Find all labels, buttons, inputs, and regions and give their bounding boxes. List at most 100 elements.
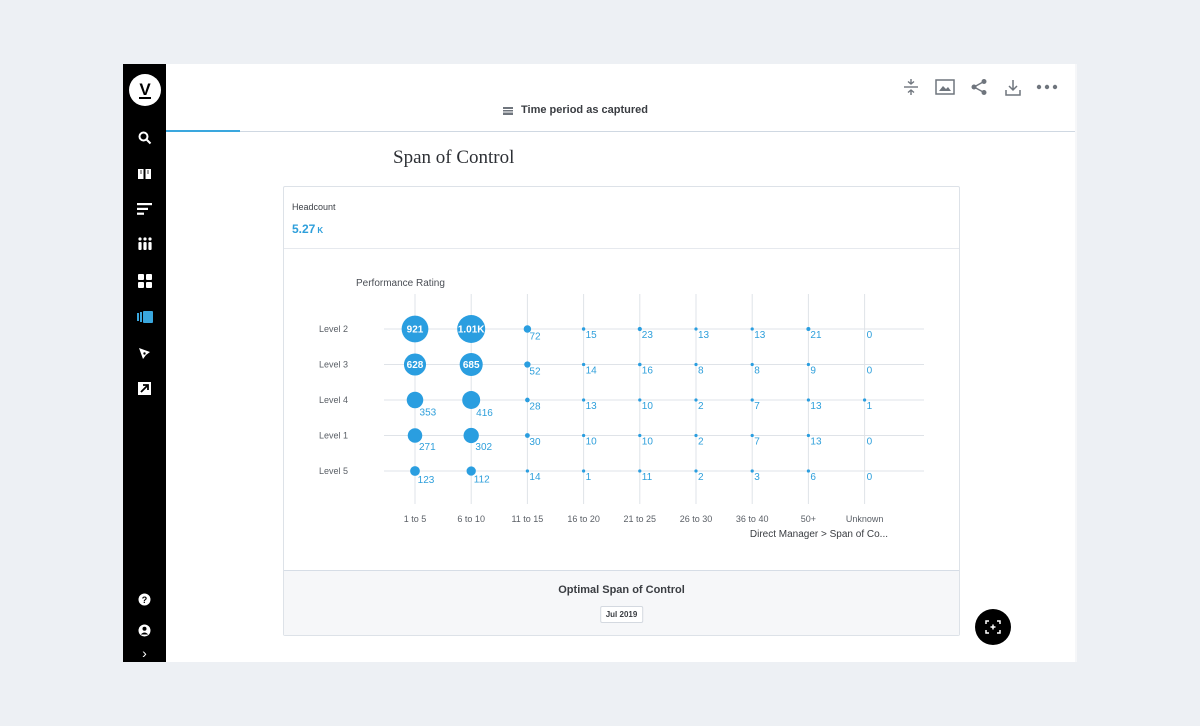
- data-label: 11: [642, 472, 653, 483]
- x-tick-label: 50+: [801, 514, 816, 524]
- data-label: 10: [642, 437, 654, 448]
- bubble: [750, 327, 754, 331]
- bubble: [410, 466, 420, 476]
- bubble: [694, 433, 698, 438]
- share-button[interactable]: [967, 76, 991, 98]
- data-label: 1.01K: [458, 325, 485, 336]
- search-icon: [138, 131, 151, 145]
- fullscreen-plus-icon: [985, 620, 1001, 634]
- bubble: [750, 362, 754, 367]
- focus-mode-button[interactable]: [975, 609, 1011, 645]
- sidebar-item-help[interactable]: ?: [123, 586, 166, 612]
- data-label: 8: [754, 366, 760, 377]
- bubble: [806, 433, 811, 438]
- download-icon: [1005, 79, 1021, 96]
- bubble: [806, 326, 811, 332]
- time-period[interactable]: Time period as captured: [503, 104, 648, 116]
- bubble: [524, 361, 531, 368]
- sidebar-item-search[interactable]: [123, 125, 166, 151]
- sidebar-item-library[interactable]: [123, 161, 166, 187]
- share-icon: [971, 79, 987, 95]
- data-label: 14: [586, 366, 598, 377]
- bubble: [750, 398, 754, 402]
- sidebar-expand-button[interactable]: ›: [142, 645, 147, 661]
- data-label: 685: [463, 360, 480, 371]
- more-button[interactable]: [1035, 76, 1059, 98]
- bubble: [407, 428, 423, 443]
- bubble: [524, 433, 530, 438]
- bubble: [750, 469, 754, 473]
- y-tick-label: Level 1: [319, 431, 348, 441]
- data-label: 7: [754, 401, 760, 412]
- logo[interactable]: V: [129, 74, 161, 106]
- data-label: 13: [754, 330, 766, 341]
- download-button[interactable]: [1001, 76, 1025, 98]
- help-icon: ?: [138, 593, 151, 605]
- bubble: [462, 391, 481, 409]
- data-label: 416: [476, 408, 493, 419]
- x-tick-label: 6 to 10: [457, 514, 485, 524]
- sidebar-item-storyboards[interactable]: [123, 196, 166, 222]
- sidebar-item-dashboards[interactable]: [123, 268, 166, 294]
- bubble: [525, 397, 530, 403]
- launch-icon: [138, 381, 151, 395]
- collapse-button[interactable]: [899, 76, 923, 98]
- x-tick-label: 1 to 5: [404, 514, 427, 524]
- footer-period-chip[interactable]: Jul 2019: [599, 606, 644, 623]
- sidebar-item-external[interactable]: [123, 375, 166, 401]
- bubble: [466, 466, 476, 476]
- chart-card: Headcount 5.27 K Performance Rating Level …: [283, 186, 960, 636]
- data-label: 15: [586, 330, 598, 341]
- y-tick-label: Level 4: [319, 395, 348, 405]
- data-label: 0: [867, 366, 873, 377]
- sidebar-item-analytics[interactable]: [123, 304, 166, 330]
- data-label: 10: [642, 401, 654, 412]
- data-label: 3: [754, 472, 760, 483]
- tiles-icon: [137, 274, 152, 288]
- x-tick-label: Unknown: [846, 514, 884, 524]
- sidebar-item-profile[interactable]: [123, 617, 166, 643]
- data-label: 28: [529, 401, 541, 412]
- data-label: 2: [698, 401, 704, 412]
- calendar-icon: [503, 106, 513, 115]
- sidebar-item-insights[interactable]: [123, 340, 166, 366]
- image-icon: [935, 79, 955, 95]
- app-window: V ? ›: [123, 64, 1077, 662]
- footer-title: Optimal Span of Control: [558, 584, 685, 596]
- kpi-value: 5.27 K: [292, 222, 323, 236]
- x-tick-label: 36 to 40: [736, 514, 769, 524]
- sidebar: V ? ›: [123, 64, 166, 662]
- x-tick-label: 16 to 20: [567, 514, 600, 524]
- bubble: [637, 326, 642, 332]
- data-label: 0: [867, 437, 873, 448]
- user-icon: [138, 624, 151, 636]
- bubble: [581, 327, 586, 331]
- more-icon: [1036, 84, 1058, 90]
- image-export-button[interactable]: [933, 76, 957, 98]
- book-icon: [138, 169, 151, 179]
- data-label: 271: [419, 442, 436, 453]
- dot-grid-icon: [137, 237, 152, 250]
- x-tick-label: 21 to 25: [624, 514, 657, 524]
- collapse-icon: [904, 79, 918, 95]
- svg-text:?: ?: [142, 595, 148, 605]
- data-label: 30: [529, 437, 541, 448]
- x-tick-label: 26 to 30: [680, 514, 713, 524]
- data-label: 1: [867, 401, 873, 412]
- kpi-label: Headcount: [292, 202, 336, 212]
- list-icon: [137, 203, 152, 215]
- data-label: 9: [810, 366, 816, 377]
- bubble: [525, 469, 530, 473]
- data-label: 23: [642, 330, 654, 341]
- sidebar-item-metrics[interactable]: [123, 231, 166, 257]
- data-label: 628: [407, 360, 424, 371]
- y-tick-label: Level 5: [319, 466, 348, 476]
- bubble: [457, 315, 486, 343]
- bubble: [694, 327, 698, 331]
- data-label: 2: [698, 437, 704, 448]
- data-label: 112: [474, 475, 490, 486]
- time-period-label: Time period as captured: [521, 104, 648, 116]
- data-label: 921: [407, 325, 424, 336]
- data-label: 13: [810, 401, 822, 412]
- data-label: 10: [586, 437, 598, 448]
